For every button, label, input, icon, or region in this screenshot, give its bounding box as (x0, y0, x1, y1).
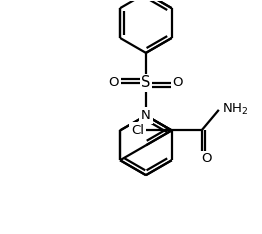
Text: O: O (173, 76, 183, 89)
Text: O: O (201, 152, 211, 165)
Text: NH$_2$: NH$_2$ (222, 102, 248, 117)
Text: O: O (108, 76, 118, 89)
Text: Cl: Cl (131, 124, 144, 137)
Text: N: N (141, 109, 151, 122)
Text: S: S (141, 75, 151, 90)
